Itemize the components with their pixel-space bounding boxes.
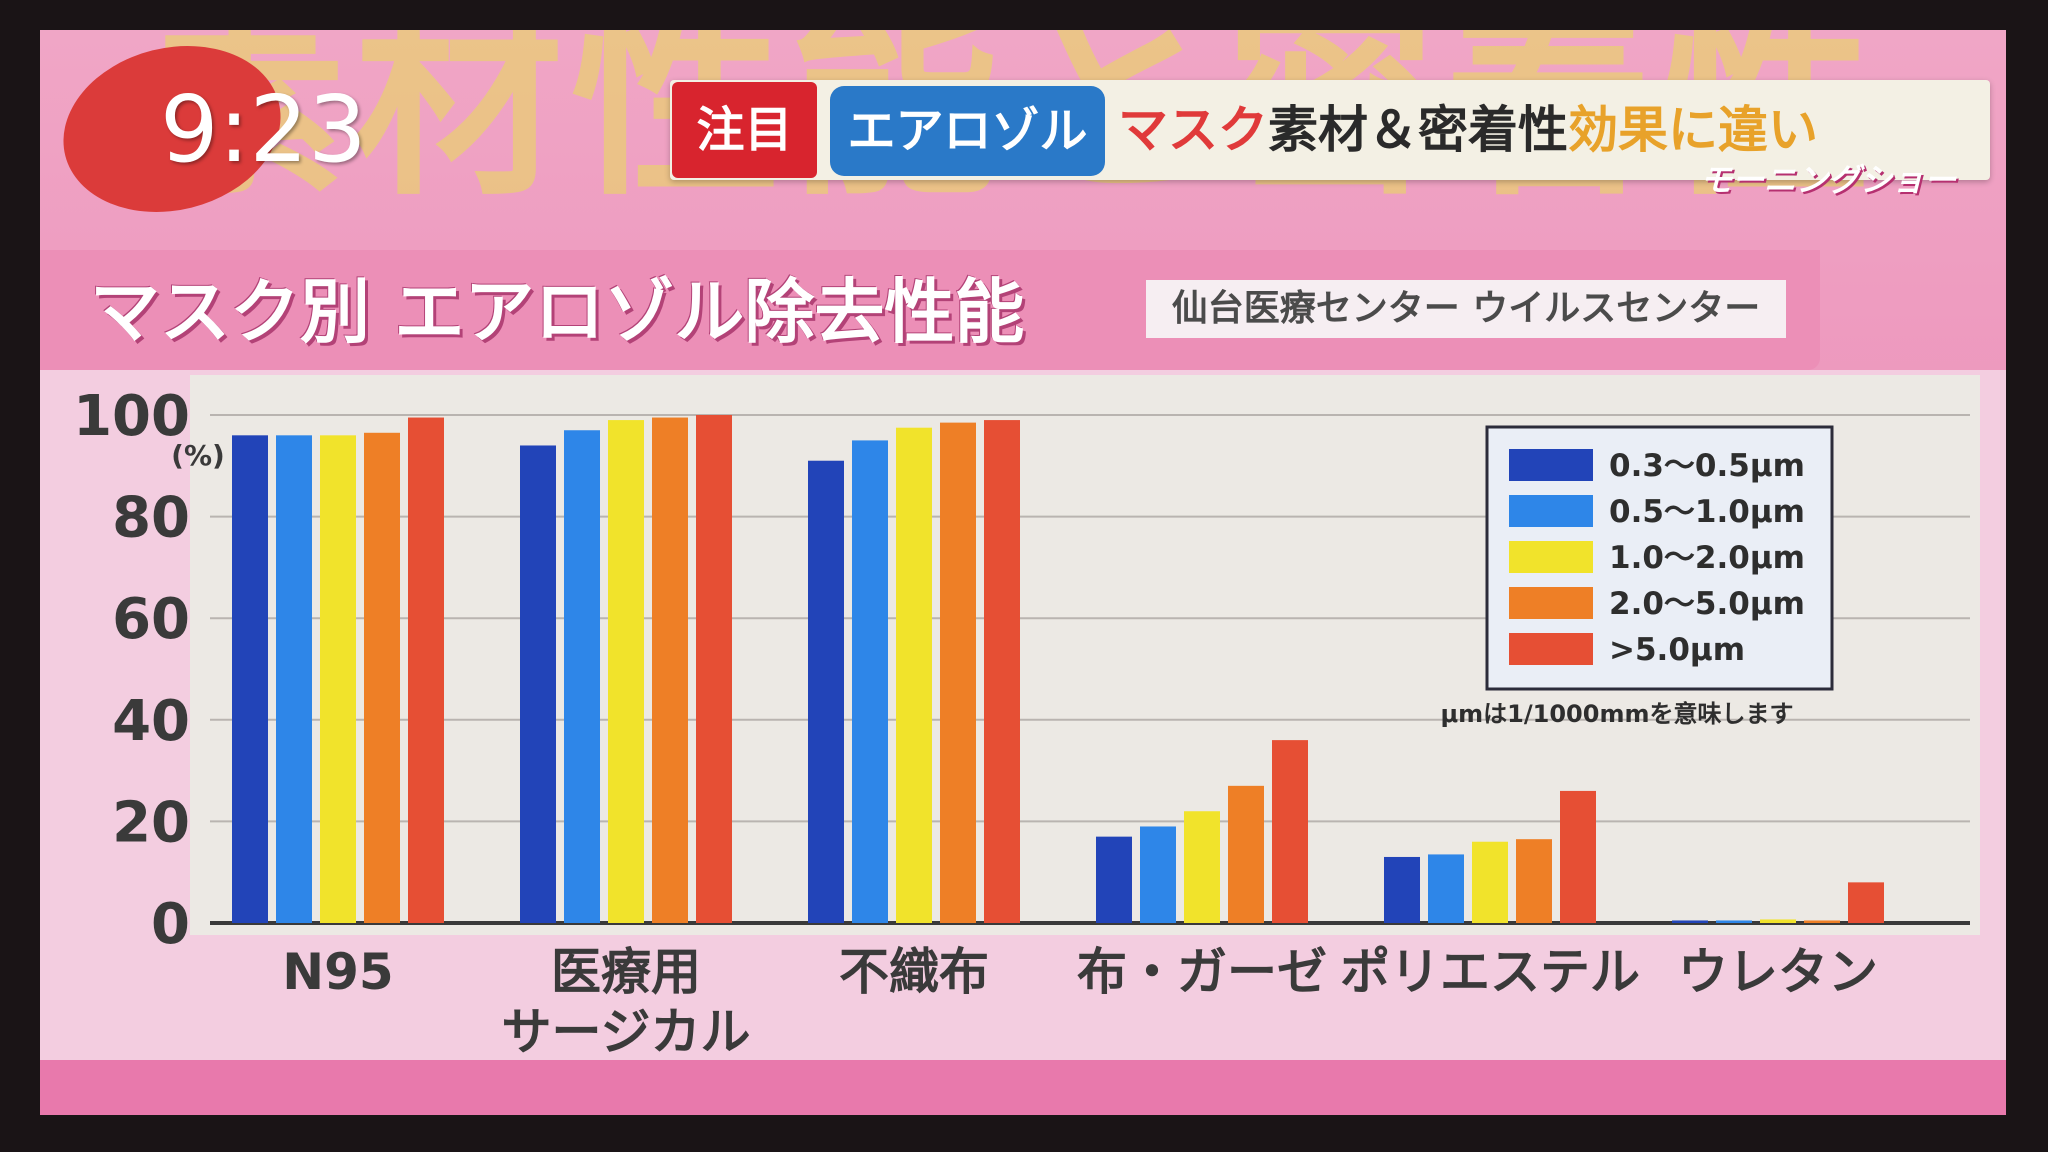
bar: [1516, 839, 1552, 923]
tag-attention: 注目: [672, 82, 817, 178]
bar: [1560, 790, 1596, 923]
bar: [1804, 920, 1840, 923]
bottom-strip: [40, 1060, 2006, 1115]
category-label: ウレタン: [1678, 943, 1878, 1001]
legend-label: 1.0〜2.0μm: [1609, 540, 1805, 576]
bar: [364, 432, 400, 923]
legend-label: >5.0μm: [1609, 632, 1745, 668]
tag-aerosol: エアロゾル: [830, 86, 1105, 176]
bar: [984, 420, 1020, 923]
bar: [808, 460, 844, 923]
tv-screen: 素材性能と密着性 9:23 注目 エアロゾル マスク素材＆密着性効果に違い モー…: [40, 30, 2006, 1115]
bar: [232, 435, 268, 923]
bar: [1716, 920, 1752, 923]
bar: [1096, 836, 1132, 923]
bar: [564, 430, 600, 923]
bar: [696, 415, 732, 923]
bar: [520, 445, 556, 923]
category-label: N95: [282, 943, 393, 1001]
ticker-text-2: 素材＆密着性: [1268, 101, 1568, 159]
legend-label: 0.3〜0.5μm: [1609, 448, 1805, 484]
legend-swatch: [1509, 495, 1593, 527]
y-tick-label: 80: [112, 486, 190, 551]
ticker-text-1: マスク: [1118, 101, 1268, 159]
bar: [1272, 740, 1308, 923]
category-label: 布・ガーゼ: [1077, 943, 1327, 1001]
category-label: ポリエステル: [1340, 943, 1640, 1001]
bar: [852, 440, 888, 923]
ticker-text-3: 効果に違い: [1568, 101, 1818, 159]
bar: [1760, 919, 1796, 923]
bar: [608, 420, 644, 923]
bar: [1140, 826, 1176, 923]
bar: [1428, 854, 1464, 923]
bar: [1228, 785, 1264, 923]
legend-swatch: [1509, 541, 1593, 573]
bar: [1184, 811, 1220, 923]
bar: [1384, 856, 1420, 923]
bar: [1672, 920, 1708, 923]
y-tick-label: 20: [112, 790, 190, 855]
unit-note: μmは1/1000mmを意味します: [1441, 700, 1794, 728]
bar: [408, 417, 444, 923]
category-label: 医療用: [551, 943, 701, 1001]
category-label: サージカル: [502, 1003, 751, 1060]
y-axis-unit: (%): [171, 439, 225, 472]
y-tick-label: 60: [112, 587, 190, 652]
bar: [1848, 882, 1884, 923]
legend-label: 2.0〜5.0μm: [1609, 586, 1805, 622]
legend-swatch: [1509, 587, 1593, 619]
legend-label: 0.5〜1.0μm: [1609, 494, 1805, 530]
bar: [896, 427, 932, 923]
show-logo: モーニングショー: [1700, 161, 1957, 199]
bar: [1472, 841, 1508, 923]
ticker-headline: マスク素材＆密着性効果に違い: [1118, 82, 1978, 178]
category-label: 不織布: [839, 943, 989, 1001]
legend-swatch: [1509, 449, 1593, 481]
bar: [652, 417, 688, 923]
clock-time: 9:23: [160, 76, 367, 183]
bar: [276, 435, 312, 923]
chart-source: 仙台医療センター ウイルスセンター: [1146, 280, 1786, 338]
bar: [320, 435, 356, 923]
y-tick-label: 0: [151, 892, 190, 957]
chart-title: マスク別 エアロゾル除去性能: [90, 271, 1025, 353]
bar: [940, 422, 976, 923]
legend-swatch: [1509, 633, 1593, 665]
y-tick-label: 40: [112, 689, 190, 754]
y-tick-label: 100: [73, 384, 190, 449]
